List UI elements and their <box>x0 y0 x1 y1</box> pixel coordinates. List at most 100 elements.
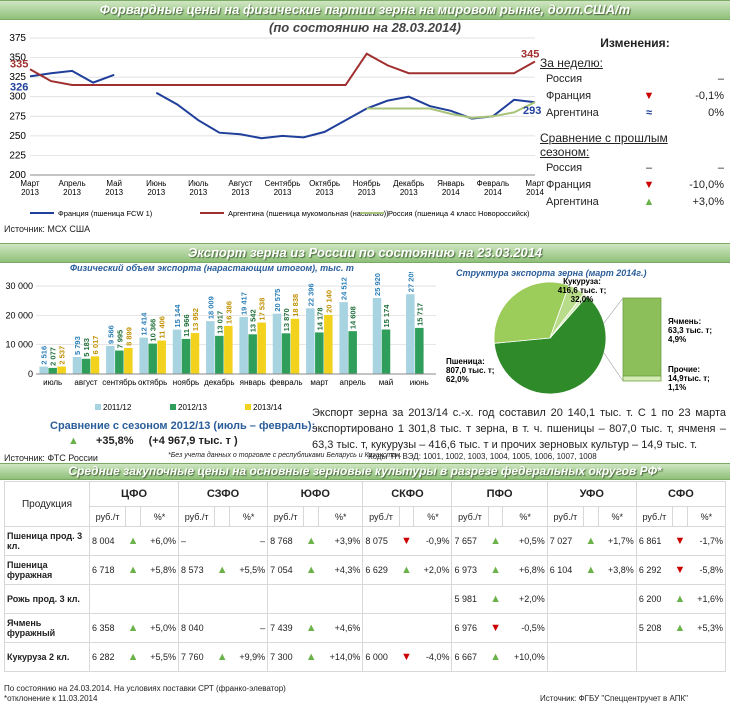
export-volume-chart: 0 10 000 20 000 30 000 июль 2 516 2 077 2 537 ав… <box>5 272 436 412</box>
x-tick-label: май <box>379 378 393 387</box>
price-change: +3,9% <box>318 526 364 556</box>
bar-value-label: 15 174 <box>382 304 391 328</box>
table-row: Рожь прод. 3 кл. 5 981 ▲ +2,0% 6 200 ▲ +1,6% <box>4 584 727 614</box>
price-value <box>635 642 673 672</box>
section2-codes: Коды ТН ВЭД: 1001, 1002, 1003, 1004, 100… <box>368 452 597 461</box>
price-change: +1,6% <box>687 584 727 614</box>
change-country: Аргентина <box>546 106 599 119</box>
pie-label-barley: Ячмень: 63,3 тыс. т; 4,9% <box>668 317 712 344</box>
unit-rub: руб./т <box>635 506 673 527</box>
change-country: Аргентина <box>546 195 599 208</box>
bar <box>239 317 248 374</box>
price-change <box>140 584 180 614</box>
triangle-up-icon: ▲ <box>127 535 139 547</box>
x-tick-label: сентябрь <box>102 378 136 387</box>
y-tick-label: 225 <box>9 150 26 161</box>
season-title-1: Сравнение с прошлым <box>540 131 668 145</box>
pie-slice <box>549 292 588 339</box>
x-tick-label: Ноябрь 2013 <box>353 179 381 197</box>
section2-source: Источник: ФТС России <box>4 453 98 463</box>
price-value: 6 358 <box>88 613 126 643</box>
bar <box>215 335 224 374</box>
triangle-up-icon: ▲ <box>68 435 79 447</box>
x-tick-label: Август 2013 <box>228 179 252 197</box>
triangle-up-icon: ▲ <box>674 593 686 605</box>
bar-value-label: 11 966 <box>182 314 191 337</box>
bar-value-label: 16 386 <box>224 301 233 324</box>
bar <box>72 357 82 374</box>
bar-value-label: 20 140 <box>324 290 333 313</box>
product-name: Кукуруза 2 кл. <box>4 642 90 672</box>
section1-subtitle: (по состоянию на 28.03.2014) <box>269 20 461 35</box>
price-value: – <box>178 526 215 556</box>
bar-value-label: 17 538 <box>258 298 267 321</box>
bar-value-label: 24 512 <box>340 277 349 300</box>
bar-value-label: 13 870 <box>282 308 291 331</box>
change-value: -0,1% <box>695 89 724 102</box>
bar <box>348 331 357 374</box>
unit-pct: %* <box>140 506 180 527</box>
label-argentina-start: 335 <box>10 58 28 70</box>
price-value: 5 981 <box>451 584 489 614</box>
bar-value-label: 25 920 <box>373 273 382 296</box>
unit-pct: %* <box>597 506 637 527</box>
price-change <box>318 584 364 614</box>
price-change: -0,5% <box>502 613 548 643</box>
unit-pct: %* <box>502 506 548 527</box>
price-value <box>178 584 215 614</box>
table-header-row: Продукция ЦФО СЗФО ЮФО СКФО ПФО УФО СФО <box>4 481 727 527</box>
price-change <box>598 584 637 614</box>
price-value: 8 075 <box>362 526 400 556</box>
export-structure-chart: Пшеница: 807,0 тыс. т; 62,0% Кукуруза: 416,6… <box>446 277 712 395</box>
price-change <box>598 613 637 643</box>
pie-slice <box>493 295 607 395</box>
legend-label: Франция (пшеница FCW 1) <box>58 209 153 218</box>
pie-slice <box>493 281 570 344</box>
x-tick-label: Декабрь 2013 <box>393 179 424 197</box>
series-line-1 <box>29 52 536 86</box>
bar <box>115 350 124 374</box>
x-tick-label: апрель <box>340 378 366 387</box>
price-change: +5,5% <box>140 642 180 672</box>
district-header: СЗФО <box>178 481 269 507</box>
price-value <box>88 584 126 614</box>
season-rows: Россия – – Франция ▼ -10,0% Аргентина ▲ +3,0% <box>540 159 730 210</box>
triangle-down-icon: ▼ <box>401 535 412 547</box>
x-tick-label: декабрь <box>204 378 234 387</box>
bar-value-label: 5 183 <box>82 338 91 357</box>
unit-rub: руб./т <box>451 506 489 527</box>
price-change: +5,5% <box>229 555 269 585</box>
triangle-up-icon: ▲ <box>216 564 228 576</box>
season-abs: (+4 967,9 тыс. т ) <box>148 435 238 447</box>
legend-label: 2012/13 <box>178 403 207 412</box>
season-pct: +35,8% <box>95 435 134 447</box>
bar <box>106 345 115 374</box>
change-country: Франция <box>546 89 592 102</box>
triangle-up-icon: ▲ <box>305 651 317 663</box>
price-value: 6 000 <box>362 642 400 672</box>
pie-chart-title: Структура экспорта зерна (март 2014г.) <box>456 268 647 278</box>
x-tick-label: март <box>310 378 328 387</box>
bar <box>290 318 300 374</box>
price-value: 6 976 <box>451 613 489 643</box>
price-change: +5,8% <box>140 555 180 585</box>
unit-pct: %* <box>686 506 727 527</box>
district-header: ЦФО <box>88 481 180 507</box>
bar-chart-title: Физический объем экспорта (нарастающим и… <box>70 263 354 273</box>
price-change <box>598 642 637 672</box>
bar <box>139 337 148 374</box>
price-change: – <box>229 526 269 556</box>
x-tick-label: июль <box>43 378 62 387</box>
bar <box>181 338 191 374</box>
price-value: 7 760 <box>178 642 215 672</box>
triangle-up-icon: ▲ <box>127 564 139 576</box>
legend-swatch <box>245 404 251 410</box>
price-change: +6,8% <box>502 555 548 585</box>
changes-title: Изменения: <box>600 36 670 50</box>
change-row: Россия – <box>540 70 730 87</box>
change-dash: – <box>645 161 653 174</box>
change-value: -10,0% <box>689 178 724 191</box>
price-change: +3,8% <box>598 555 637 585</box>
bar-value-label: 6 017 <box>91 336 100 355</box>
bar-value-label: 14 178 <box>315 307 324 330</box>
